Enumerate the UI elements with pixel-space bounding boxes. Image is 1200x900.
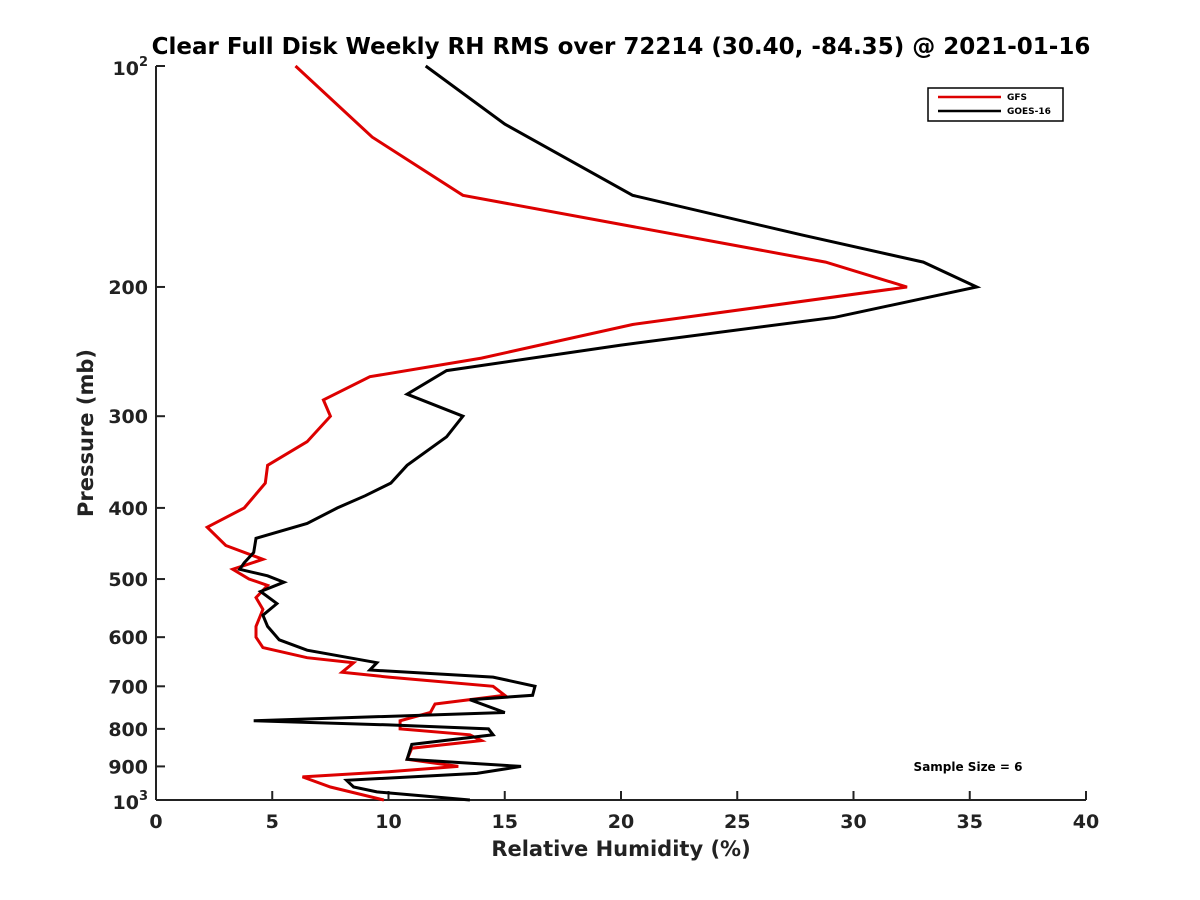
plot-area — [156, 66, 1086, 800]
y-tick-base: 10 — [113, 58, 139, 80]
legend-label: GFS — [1007, 93, 1027, 103]
y-tick-label: 200 — [108, 277, 148, 299]
x-tick-label: 20 — [608, 811, 634, 833]
x-tick-label: 15 — [492, 811, 518, 833]
legend-label: GOES-16 — [1007, 107, 1051, 117]
x-tick-label: 30 — [840, 811, 866, 833]
x-tick-label: 0 — [149, 811, 162, 833]
y-tick-label: 300 — [108, 406, 148, 428]
y-tick-label: 400 — [108, 498, 148, 520]
y-tick-exponent: 2 — [139, 55, 148, 70]
chart-title: Clear Full Disk Weekly RH RMS over 72214… — [152, 34, 1091, 60]
series-line-gfs — [204, 64, 908, 802]
series-line-goes-16 — [237, 64, 982, 802]
x-tick-label: 5 — [266, 811, 279, 833]
y-tick-label: 800 — [108, 719, 148, 741]
y-tick-label: 500 — [108, 569, 148, 591]
y-tick-base: 10 — [113, 792, 139, 814]
x-tick-label: 25 — [724, 811, 750, 833]
y-tick-label: 700 — [108, 676, 148, 698]
y-tick-label-power: 103 — [113, 789, 149, 814]
x-axis-label: Relative Humidity (%) — [491, 837, 750, 861]
x-tick-label: 40 — [1073, 811, 1099, 833]
y-tick-label: 600 — [108, 627, 148, 649]
legend-box — [927, 87, 1064, 122]
y-tick-label-power: 102 — [113, 55, 149, 80]
y-axis-label: Pressure (mb) — [74, 349, 98, 517]
sample-size-annotation: Sample Size = 6 — [914, 760, 1023, 774]
x-tick-label: 10 — [375, 811, 401, 833]
legend: GFS GOES-16 — [927, 87, 1064, 122]
y-tick-label: 900 — [108, 756, 148, 778]
x-tick-label: 35 — [957, 811, 983, 833]
axes-layer: 0 5 10 15 20 25 30 35 40102200300400500600700800… — [108, 55, 1099, 833]
y-tick-exponent: 3 — [139, 789, 148, 804]
series-layer — [204, 64, 982, 802]
